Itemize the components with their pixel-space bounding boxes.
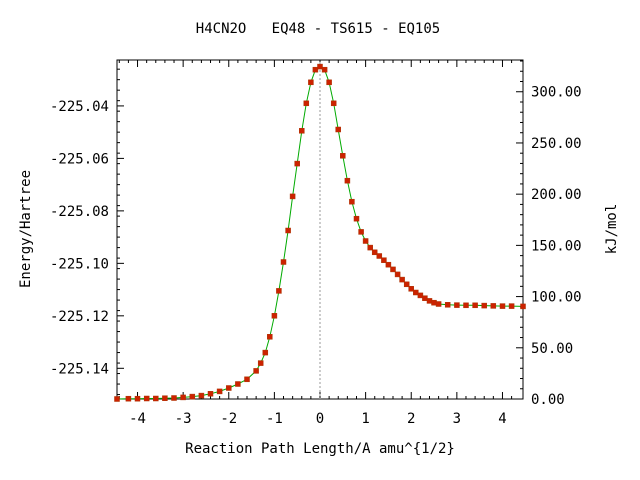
data-point	[399, 276, 405, 283]
data-point	[403, 281, 410, 288]
ticks-layer: -4 -3 -2 -1 0 1 2 3 4 -225.04 -225.06 -225.08 -225.1…	[50, 60, 582, 427]
x-tick-label: 2	[407, 411, 415, 427]
data-point	[358, 229, 364, 235]
data-point	[330, 100, 337, 107]
data-point	[308, 79, 314, 86]
data-point	[326, 79, 332, 86]
data-point	[189, 393, 196, 400]
y2-tick-label: 100.00	[531, 290, 582, 306]
data-point	[508, 303, 515, 309]
data-layer	[114, 62, 526, 402]
data-point	[257, 360, 264, 366]
x-tick-label: -3	[175, 411, 192, 427]
x-tick-label: 4	[498, 411, 506, 427]
data-point	[390, 266, 396, 273]
data-point	[385, 261, 392, 268]
y-tick-label: -225.10	[50, 256, 109, 272]
chart-title: H4CN2O EQ48 - TS615 - EQ105	[196, 21, 440, 37]
y2-tick-label: 50.00	[531, 341, 573, 357]
x-tick-label: 0	[316, 411, 324, 427]
x-tick-label: -2	[220, 411, 237, 427]
data-point	[226, 385, 232, 391]
y-tick-label: -225.04	[50, 99, 109, 115]
y-tick-label: -225.14	[50, 361, 109, 377]
y-tick-label: -225.12	[50, 309, 109, 325]
x-tick-label: -1	[266, 411, 283, 427]
data-point	[349, 198, 355, 205]
data-point	[143, 395, 150, 402]
data-point	[435, 301, 442, 307]
data-point	[267, 334, 273, 340]
data-point	[422, 295, 428, 301]
data-point	[362, 238, 369, 244]
y2-tick-label: 250.00	[531, 136, 582, 152]
y2-tick-label: 150.00	[531, 238, 582, 254]
data-point	[454, 302, 460, 308]
data-point	[520, 303, 526, 310]
data-point	[376, 253, 383, 259]
y2-tick-label: 0.00	[531, 392, 565, 408]
data-point	[134, 395, 141, 402]
data-point	[463, 302, 469, 309]
data-point	[216, 388, 223, 395]
y2-axis-label: kJ/mol	[604, 204, 620, 255]
data-point	[285, 227, 291, 234]
data-point	[381, 257, 387, 263]
data-point	[271, 313, 278, 319]
data-point	[235, 381, 241, 387]
x-axis-label: Reaction Path Length/A amu^{1/2}	[185, 441, 455, 457]
data-point	[276, 288, 282, 294]
data-point	[125, 395, 132, 402]
data-point	[394, 271, 401, 278]
data-point	[408, 286, 414, 292]
data-point	[481, 302, 487, 309]
data-point	[299, 128, 305, 134]
data-point	[207, 391, 214, 397]
data-point	[312, 66, 319, 73]
data-point	[303, 100, 310, 107]
data-point	[444, 302, 451, 308]
data-point	[472, 302, 478, 309]
y-tick-label: -225.06	[50, 151, 109, 167]
data-point	[413, 289, 419, 296]
data-point	[317, 63, 323, 70]
x-tick-label: 1	[361, 411, 369, 427]
data-point	[490, 303, 497, 309]
data-point	[262, 349, 269, 356]
data-point	[171, 395, 177, 401]
data-point	[294, 160, 300, 167]
data-point	[244, 376, 250, 383]
data-point	[335, 126, 341, 133]
x-tick-label: -4	[129, 411, 146, 427]
data-point	[417, 292, 424, 299]
data-point	[367, 244, 373, 251]
y-tick-label: -225.08	[50, 204, 109, 220]
data-point	[253, 368, 259, 374]
x-tick-label: 3	[453, 411, 461, 427]
data-point	[353, 215, 360, 222]
data-point	[321, 66, 328, 73]
data-point	[162, 395, 168, 401]
data-point	[344, 177, 351, 184]
y2-tick-label: 200.00	[531, 187, 582, 203]
data-point	[371, 249, 378, 256]
data-point	[280, 259, 287, 265]
data-point	[198, 392, 205, 399]
data-point	[153, 395, 159, 402]
data-point	[340, 153, 346, 159]
series-line	[116, 65, 524, 400]
data-point	[114, 396, 120, 402]
y-axis-label: Energy/Hartree	[18, 170, 34, 288]
data-point	[289, 193, 296, 200]
y2-tick-label: 300.00	[531, 85, 582, 101]
data-point	[431, 299, 437, 306]
data-point	[499, 303, 506, 309]
data-point	[180, 394, 186, 401]
